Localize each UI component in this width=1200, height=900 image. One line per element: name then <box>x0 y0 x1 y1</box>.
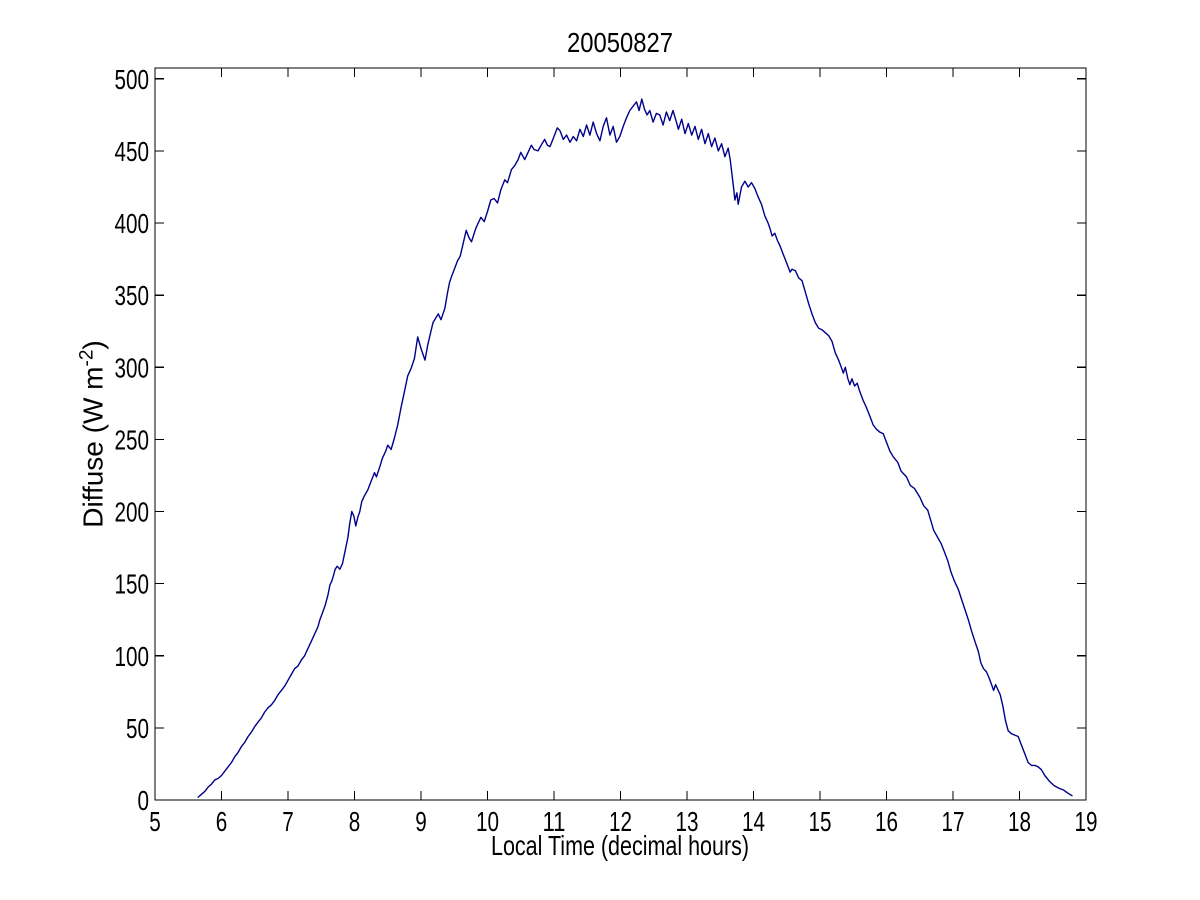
x-tick-label: 6 <box>216 806 228 837</box>
y-tick-label: 100 <box>115 641 150 672</box>
y-tick-label: 350 <box>115 280 150 311</box>
y-axis-label-main: Diffuse (W m <box>77 366 109 528</box>
y-tick-label: 450 <box>115 136 150 167</box>
x-tick-label: 13 <box>676 806 699 837</box>
x-tick-label: 8 <box>349 806 361 837</box>
x-tick-label: 10 <box>476 806 499 837</box>
y-tick-label: 50 <box>126 713 149 744</box>
y-tick-label: 0 <box>138 785 150 816</box>
y-tick-label: 300 <box>115 352 150 383</box>
x-tick-label: 9 <box>415 806 427 837</box>
x-tick-label: 16 <box>875 806 898 837</box>
y-tick-label: 150 <box>115 569 150 600</box>
x-tick-label: 14 <box>742 806 765 837</box>
y-tick-label: 250 <box>115 424 150 455</box>
chart-title: 20050827 <box>567 27 673 58</box>
x-tick-label: 12 <box>609 806 632 837</box>
x-tick-label: 7 <box>282 806 294 837</box>
y-tick-label: 500 <box>115 64 150 95</box>
y-axis-label-superscript: -2 <box>76 349 98 367</box>
x-tick-label: 18 <box>1008 806 1031 837</box>
plot-frame <box>154 67 1087 801</box>
y-tick-label: 400 <box>115 208 150 239</box>
y-axis-label-close: ) <box>77 340 109 350</box>
diffuse-series-line <box>197 98 1073 798</box>
x-tick-label: 5 <box>149 806 161 837</box>
x-tick-label: 11 <box>543 806 566 837</box>
y-tick-label: 200 <box>115 497 150 528</box>
x-tick-label: 15 <box>809 806 832 837</box>
x-tick-label: 19 <box>1075 806 1098 837</box>
x-axis-label: Local Time (decimal hours) <box>491 830 749 861</box>
x-tick-label: 17 <box>942 806 965 837</box>
y-axis-label-text: Diffuse (W m-2) <box>76 340 109 528</box>
